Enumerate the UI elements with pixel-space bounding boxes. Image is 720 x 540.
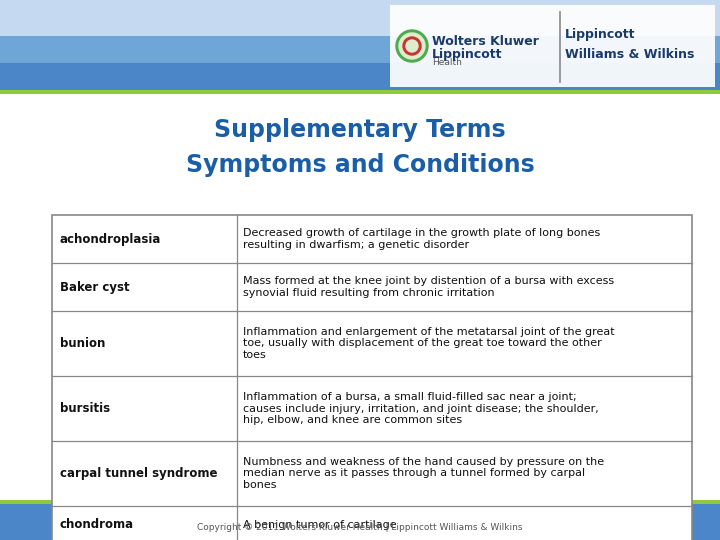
Bar [0,36,720,63]
Text: Lippincott: Lippincott [432,48,503,61]
Text: Decreased growth of cartilage in the growth plate of long bones: Decreased growth of cartilage in the gro… [243,228,600,238]
Circle shape [403,37,421,55]
Bar [0,90,720,94]
Text: synovial fluid resulting from chronic irritation: synovial fluid resulting from chronic ir… [243,288,495,298]
Bar [0,63,720,90]
Text: Symptoms and Conditions: Symptoms and Conditions [186,153,534,177]
Text: Copyright © 2011 Wolters Kluwer Health | Lippincott Williams & Wilkins: Copyright © 2011 Wolters Kluwer Health |… [197,523,523,531]
Circle shape [396,30,428,62]
Text: A benign tumor of cartilage: A benign tumor of cartilage [243,520,397,530]
Text: Supplementary Terms: Supplementary Terms [214,118,506,142]
Text: toes: toes [243,350,266,360]
Circle shape [406,40,418,52]
Bar [0,500,720,540]
Text: Mass formed at the knee joint by distention of a bursa with excess: Mass formed at the knee joint by distent… [243,276,614,286]
Text: bursitis: bursitis [60,402,110,415]
Text: resulting in dwarfism; a genetic disorder: resulting in dwarfism; a genetic disorde… [243,240,469,249]
Text: Numbness and weakness of the hand caused by pressure on the: Numbness and weakness of the hand caused… [243,457,604,467]
Bar [0,0,720,36]
Text: Health: Health [432,58,462,67]
Text: Lippincott: Lippincott [565,28,636,41]
Text: Inflammation of a bursa, a small fluid-filled sac near a joint;: Inflammation of a bursa, a small fluid-f… [243,392,577,402]
Text: Inflammation and enlargement of the metatarsal joint of the great: Inflammation and enlargement of the meta… [243,327,615,337]
Bar [390,5,715,87]
Text: Baker cyst: Baker cyst [60,280,130,294]
Text: bunion: bunion [60,337,105,350]
Text: median nerve as it passes through a tunnel formed by carpal: median nerve as it passes through a tunn… [243,469,585,478]
Bar [0,500,720,504]
Circle shape [399,33,425,59]
Text: bones: bones [243,480,276,490]
Text: carpal tunnel syndrome: carpal tunnel syndrome [60,467,217,480]
Text: achondroplasia: achondroplasia [60,233,161,246]
Text: hip, elbow, and knee are common sites: hip, elbow, and knee are common sites [243,415,462,425]
Text: chondroma: chondroma [60,518,134,531]
Text: causes include injury, irritation, and joint disease; the shoulder,: causes include injury, irritation, and j… [243,403,599,414]
Text: Wolters Kluwer: Wolters Kluwer [432,35,539,48]
Text: Williams & Wilkins: Williams & Wilkins [565,48,694,61]
Text: toe, usually with displacement of the great toe toward the other: toe, usually with displacement of the gr… [243,339,602,348]
Bar [52,215,692,540]
